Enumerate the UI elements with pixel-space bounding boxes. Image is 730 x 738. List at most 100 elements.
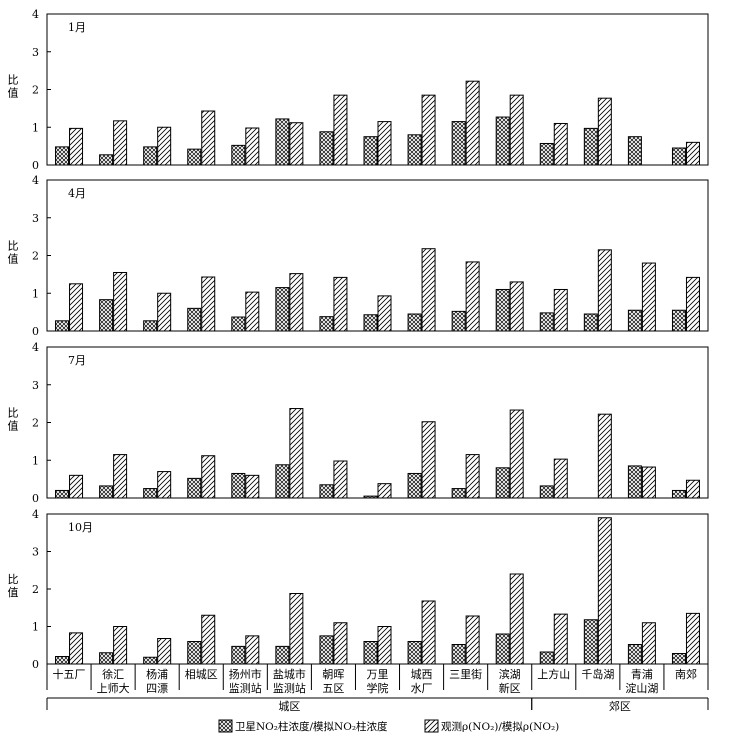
bar-observed-ratio: [509, 573, 524, 665]
bar-satellite-ratio: [671, 653, 686, 665]
y-tick-label: 2: [32, 250, 39, 263]
bar-satellite-ratio: [451, 310, 466, 332]
bar-observed-ratio: [289, 273, 304, 332]
y-tick-label: 1: [32, 454, 39, 467]
bar-satellite-ratio: [275, 645, 290, 665]
bar-satellite-ratio: [143, 488, 158, 499]
bar-satellite-ratio: [495, 116, 510, 166]
bar-satellite-ratio: [187, 641, 202, 665]
bar-satellite-ratio: [539, 651, 554, 665]
category-label: 滨湖新区: [499, 667, 521, 695]
bar-observed-ratio: [641, 622, 656, 665]
category-label: 盐城市监测站: [273, 667, 306, 695]
bar-observed-ratio: [641, 262, 656, 332]
bar-satellite-ratio: [363, 495, 378, 499]
panel-4: 0 1 2 3 4 比值 10月: [8, 508, 709, 671]
y-tick-label: 0: [32, 492, 39, 505]
bar-satellite-ratio: [363, 136, 378, 166]
category-label: 南郊: [675, 668, 697, 681]
bar-satellite-ratio: [187, 307, 202, 332]
y-axis-label: 比值: [8, 240, 19, 266]
y-axis-label: 比值: [8, 74, 19, 100]
y-tick-label: 1: [32, 287, 39, 300]
bar-observed-ratio: [69, 283, 84, 332]
category-label: 相城区: [185, 668, 218, 681]
bar-satellite-ratio: [671, 309, 686, 332]
y-tick-label: 2: [32, 583, 39, 596]
bar-satellite-ratio: [99, 299, 114, 332]
bar-satellite-ratio: [55, 489, 70, 499]
panel-3: 0 1 2 3 4 比值 7月: [8, 341, 709, 505]
bar-satellite-ratio: [627, 644, 642, 665]
panel-2: 0 1 2 3 4 比值 4月: [8, 174, 709, 338]
bar-observed-ratio: [245, 635, 260, 665]
bar-satellite-ratio: [363, 314, 378, 332]
bar-observed-ratio: [157, 638, 172, 665]
bar-satellite-ratio: [407, 313, 422, 332]
bar-observed-ratio: [597, 97, 612, 166]
category-label: 三里街: [449, 667, 482, 681]
bar-observed-ratio: [377, 626, 392, 665]
bar-satellite-ratio: [319, 484, 334, 499]
bar-observed-ratio: [377, 483, 392, 499]
bar-observed-ratio: [289, 408, 304, 499]
bar-satellite-ratio: [99, 652, 114, 665]
bar-observed-ratio: [157, 471, 172, 499]
y-tick-label: 3: [32, 379, 39, 392]
bar-satellite-ratio: [407, 641, 422, 665]
bar-observed-ratio: [597, 249, 612, 332]
bar-observed-ratio: [289, 593, 304, 665]
category-label: 十五厂: [53, 667, 86, 681]
bar-satellite-ratio: [275, 464, 290, 499]
y-axis-label: 比值: [8, 573, 19, 599]
bar-satellite-ratio: [55, 656, 70, 665]
bar-satellite-ratio: [231, 316, 246, 332]
panel-1: 0 1 2 3 4 比值 1月: [8, 8, 709, 172]
bar-observed-ratio: [289, 122, 304, 166]
bar-observed-ratio: [201, 276, 216, 332]
bar-observed-ratio: [553, 122, 568, 166]
bar-satellite-ratio: [495, 633, 510, 665]
bar-satellite-ratio: [539, 312, 554, 332]
bar-satellite-ratio: [495, 288, 510, 332]
bar-observed-ratio: [377, 121, 392, 166]
bar-observed-ratio: [333, 94, 348, 166]
bar-observed-ratio: [201, 614, 216, 665]
bar-satellite-ratio: [231, 472, 246, 499]
bar-satellite-ratio: [99, 485, 114, 499]
bar-observed-ratio: [553, 288, 568, 332]
bar-satellite-ratio: [627, 465, 642, 499]
bar-observed-ratio: [113, 454, 128, 499]
bar-observed-ratio: [641, 466, 656, 499]
chart-panels: 0 1 2 3 4 比值 1月 0 1 2 3 4 比值 4月 0 1 2 3 4 比值 7月 0 1 2 3 4 比值 10月: [8, 8, 709, 671]
bar-satellite-ratio: [539, 142, 554, 166]
bar-satellite-ratio: [539, 485, 554, 499]
panel-month-label: 1月: [68, 21, 86, 34]
bar-satellite-ratio: [671, 489, 686, 499]
bar-satellite-ratio: [627, 309, 642, 332]
panel-month-label: 4月: [68, 187, 86, 200]
bar-observed-ratio: [597, 517, 612, 665]
bar-satellite-ratio: [451, 488, 466, 499]
y-tick-label: 0: [32, 325, 39, 338]
bar-observed-ratio: [201, 455, 216, 499]
y-tick-label: 2: [32, 417, 39, 430]
bar-satellite-ratio: [319, 316, 334, 332]
bar-satellite-ratio: [671, 147, 686, 166]
bar-observed-ratio: [465, 615, 480, 665]
y-tick-label: 2: [32, 84, 39, 97]
category-label: 城西水厂: [411, 668, 433, 695]
y-tick-label: 3: [32, 46, 39, 59]
bar-satellite-ratio: [583, 127, 598, 166]
bar-satellite-ratio: [231, 144, 246, 166]
bar-satellite-ratio: [583, 313, 598, 332]
bar-observed-ratio: [245, 291, 260, 332]
bar-satellite-ratio: [407, 472, 422, 499]
bar-satellite-ratio: [187, 477, 202, 499]
legend-label-observed: 观测ρ(NO₂)/模拟ρ(NO₂): [441, 720, 559, 733]
legend-swatch-satellite: [218, 719, 233, 733]
y-tick-label: 4: [32, 8, 39, 21]
y-tick-label: 3: [32, 212, 39, 225]
bar-satellite-ratio: [627, 136, 642, 166]
group-label: 郊区: [609, 700, 631, 713]
